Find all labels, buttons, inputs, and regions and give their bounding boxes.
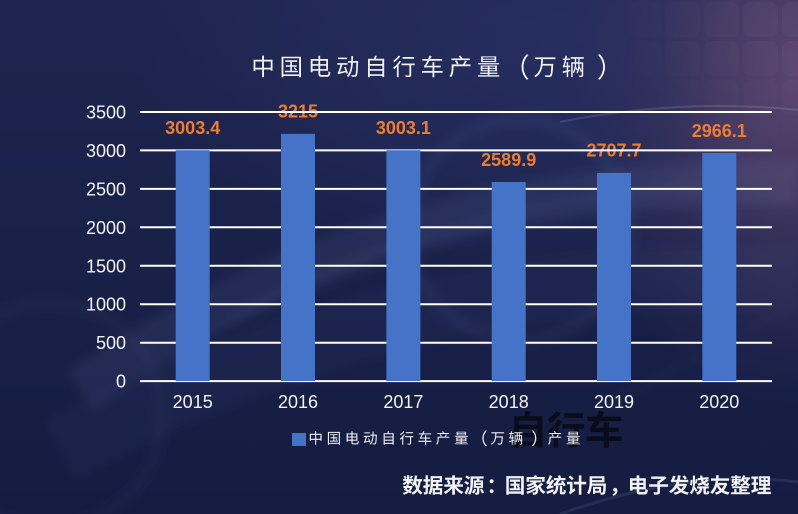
svg-text:2589.9: 2589.9 bbox=[481, 150, 536, 170]
svg-text:2018: 2018 bbox=[489, 392, 529, 412]
svg-text:500: 500 bbox=[96, 333, 126, 353]
svg-text:2966.1: 2966.1 bbox=[692, 121, 747, 141]
svg-text:2020: 2020 bbox=[699, 392, 739, 412]
svg-text:3500: 3500 bbox=[86, 103, 126, 123]
svg-text:3003.4: 3003.4 bbox=[165, 118, 220, 138]
svg-text:3003.1: 3003.1 bbox=[376, 118, 431, 138]
svg-text:2015: 2015 bbox=[173, 392, 213, 412]
svg-text:2016: 2016 bbox=[278, 392, 318, 412]
svg-text:1000: 1000 bbox=[86, 295, 126, 315]
svg-text:2017: 2017 bbox=[383, 392, 423, 412]
svg-text:2500: 2500 bbox=[86, 179, 126, 199]
svg-text:2019: 2019 bbox=[594, 392, 634, 412]
svg-text:1500: 1500 bbox=[86, 256, 126, 276]
svg-text:2000: 2000 bbox=[86, 218, 126, 238]
svg-text:3000: 3000 bbox=[86, 141, 126, 161]
svg-text:0: 0 bbox=[116, 372, 126, 392]
